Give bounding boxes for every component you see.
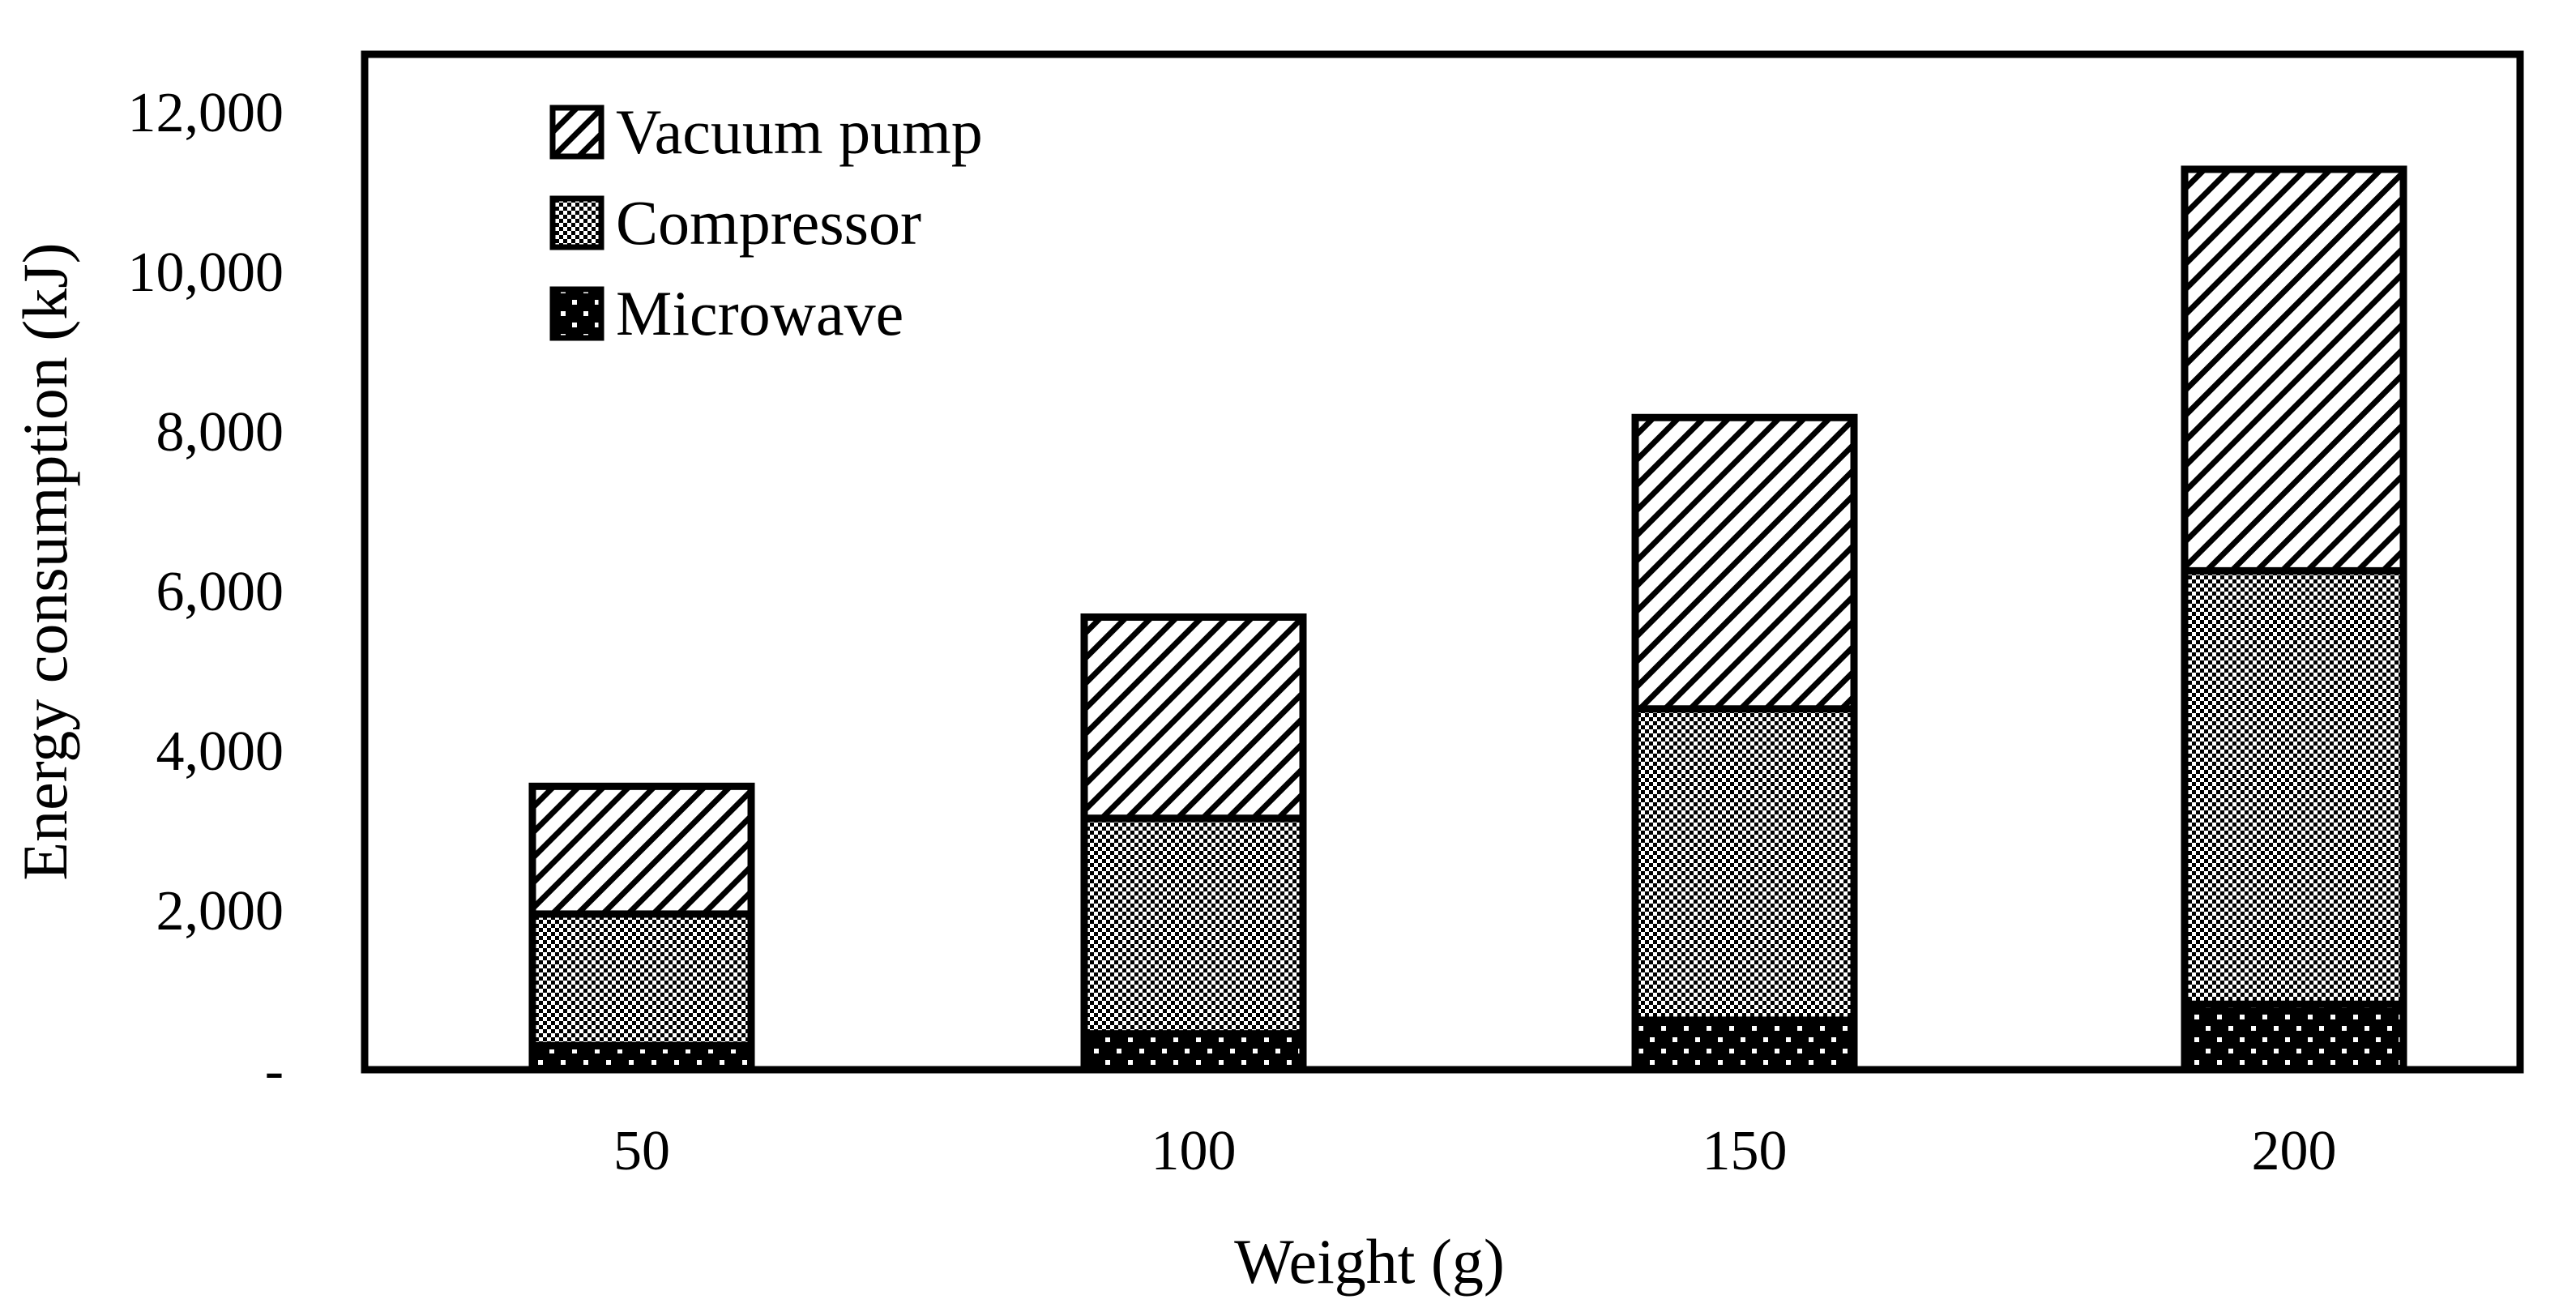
y-tick-label: 12,000 (128, 82, 284, 144)
y-tick-label: 6,000 (156, 561, 284, 623)
bar-segment-compressor (1080, 814, 1307, 1038)
bar-segment-vacuum-pump (528, 782, 755, 918)
y-tick-label: 2,000 (156, 880, 284, 942)
y-tick-label: 8,000 (156, 401, 284, 464)
x-tick-label: 100 (1151, 1120, 1237, 1182)
y-tick-label: 10,000 (128, 241, 284, 304)
legend-label: Microwave (616, 278, 904, 348)
y-axis-title: Energy consumption (kJ) (10, 242, 80, 880)
legend-label: Compressor (616, 187, 921, 258)
legend: Vacuum pump Compressor Microwave (549, 96, 983, 348)
bars-group (528, 165, 2407, 1074)
x-tick-label: 50 (613, 1120, 670, 1182)
x-tick-label: 200 (2252, 1120, 2337, 1182)
legend-label: Vacuum pump (616, 96, 983, 167)
x-axis: 50 100 150 200 (613, 1120, 2337, 1182)
bar-segment-vacuum-pump (1080, 613, 1307, 823)
legend-swatch-compressor (549, 195, 604, 250)
legend-swatch-vacuum-pump (549, 105, 604, 160)
legend-swatch-microwave (549, 286, 604, 341)
bar-segment-microwave (1631, 1016, 1858, 1074)
bar-segment-microwave (2181, 1000, 2407, 1074)
y-tick-label: 4,000 (156, 720, 284, 783)
bar-segment-compressor (2181, 566, 2407, 1008)
y-axis: - 2,000 4,000 6,000 8,000 10,000 12,000 (128, 82, 284, 1102)
plot-frame (361, 50, 2524, 1074)
bar-segment-vacuum-pump (1631, 413, 1858, 713)
x-axis-title: Weight (g) (1234, 1226, 1505, 1297)
x-tick-label: 150 (1702, 1120, 1788, 1182)
bar-segment-microwave (1080, 1030, 1307, 1074)
bar-segment-compressor (528, 910, 755, 1049)
y-tick-label: - (265, 1040, 284, 1102)
bar-segment-compressor (1631, 705, 1858, 1024)
bar-segment-vacuum-pump (2181, 165, 2407, 575)
